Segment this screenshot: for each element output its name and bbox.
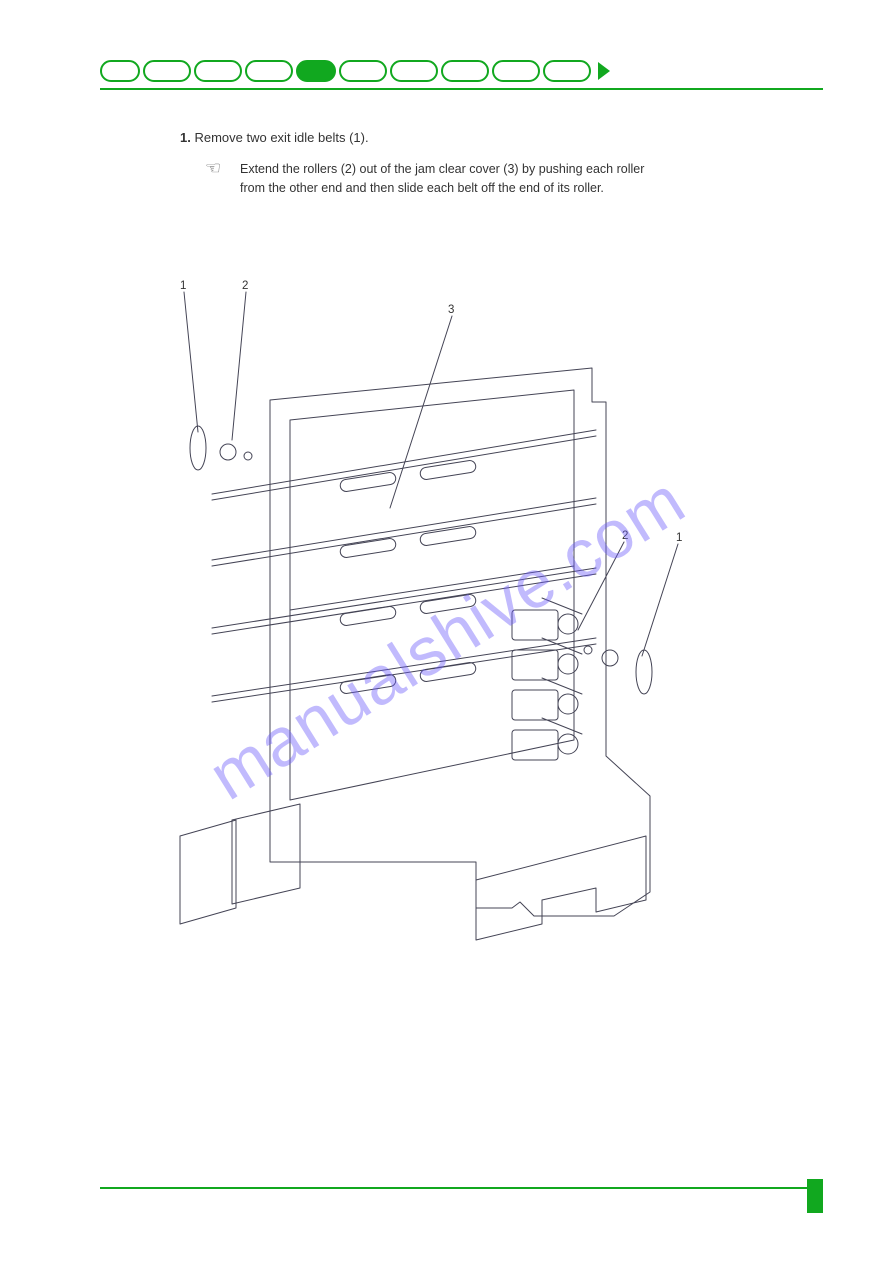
figure: 1 2 3 1 2 [140, 280, 780, 1040]
step-text: Remove two exit idle belts (1). [194, 130, 368, 145]
diagram-svg [140, 280, 780, 1040]
nav-pill-5[interactable] [339, 60, 387, 82]
step-number: 1. [180, 130, 191, 145]
note-line1: Extend the rollers (2) out of the jam cl… [240, 162, 644, 176]
nav-pill-1[interactable] [143, 60, 191, 82]
header-rule [100, 88, 823, 90]
footer-rule [100, 1187, 823, 1189]
note-text: Extend the rollers (2) out of the jam cl… [240, 160, 780, 199]
callout-2-right: 2 [622, 530, 628, 542]
nav-pill-2[interactable] [194, 60, 242, 82]
page: 1. Remove two exit idle belts (1). ☞ Ext… [0, 0, 893, 1263]
callout-2-left: 2 [242, 280, 248, 292]
note-line2: from the other end and then slide each b… [240, 181, 604, 195]
nav-pill-0[interactable] [100, 60, 140, 82]
nav-pill-4[interactable] [296, 60, 336, 82]
pointing-hand-icon: ☞ [205, 158, 221, 179]
step-line: 1. Remove two exit idle belts (1). [180, 130, 369, 145]
page-tab [807, 1179, 823, 1213]
callout-1-right: 1 [676, 532, 682, 544]
nav-pill-8[interactable] [492, 60, 540, 82]
nav-pill-6[interactable] [390, 60, 438, 82]
callout-3: 3 [448, 304, 454, 316]
callout-1-left: 1 [180, 280, 186, 292]
nav-pill-3[interactable] [245, 60, 293, 82]
chapter-nav [100, 60, 610, 82]
nav-arrow-icon[interactable] [598, 62, 610, 80]
nav-pill-7[interactable] [441, 60, 489, 82]
nav-pill-9[interactable] [543, 60, 591, 82]
